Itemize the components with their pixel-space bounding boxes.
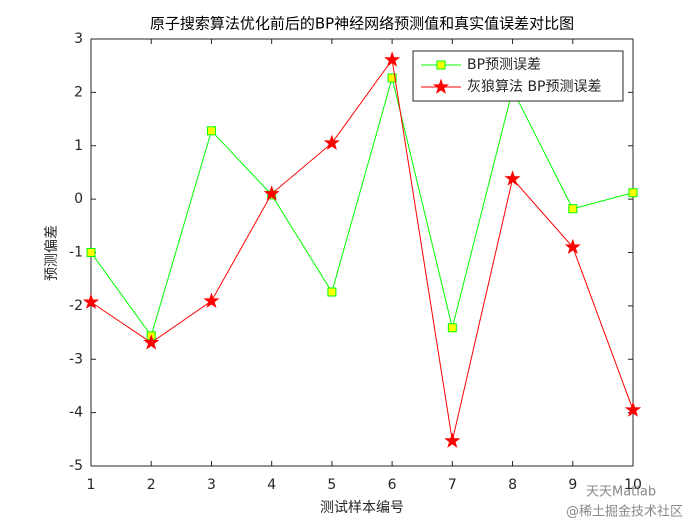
chart-title: 原子搜索算法优化前后的BP神经网络预测值和真实值误差对比图 — [150, 15, 574, 33]
x-tick-label: 1 — [87, 477, 96, 493]
x-tick-label: 5 — [327, 477, 336, 493]
data-point — [444, 432, 461, 448]
data-point — [624, 401, 642, 417]
data-point — [263, 185, 280, 201]
y-tick-label: 1 — [74, 138, 83, 154]
series-line — [90, 58, 634, 442]
data-point — [86, 248, 96, 257]
y-axis-label: 预测偏差 — [44, 225, 60, 281]
data-point — [327, 287, 337, 297]
data-point — [206, 126, 216, 136]
legend-marker — [432, 78, 450, 94]
y-tick-label: -5 — [69, 458, 83, 474]
legend-marker — [436, 60, 446, 70]
x-tick-label: 9 — [568, 477, 577, 493]
data-point — [504, 170, 521, 186]
data-point — [203, 292, 220, 308]
y-tick-label: 2 — [74, 84, 83, 100]
y-tick-label: -1 — [69, 245, 83, 261]
data-point — [564, 238, 581, 255]
y-tick-label: 3 — [74, 31, 83, 47]
data-point — [568, 204, 578, 214]
legend-label: 灰狼算法 BP预测误差 — [467, 79, 602, 95]
data-point — [143, 334, 160, 350]
legend — [412, 50, 624, 102]
data-point — [384, 51, 401, 67]
y-tick-label: -2 — [69, 298, 83, 314]
x-tick-label: 2 — [147, 477, 156, 493]
data-point — [82, 293, 100, 310]
y-tick-label: -3 — [69, 351, 83, 367]
data-point — [387, 73, 397, 83]
x-tick-label: 4 — [267, 477, 276, 493]
data-point — [447, 323, 457, 333]
watermark: @稀土掘金技术社区 — [566, 504, 683, 520]
watermark: 天天Matlab — [586, 485, 656, 500]
data-point — [628, 188, 638, 198]
x-tick-label: 7 — [448, 477, 457, 493]
x-tick-label: 3 — [207, 477, 216, 493]
series-line — [90, 75, 634, 337]
y-tick-label: -4 — [69, 405, 83, 421]
x-axis-label: 测试样本编号 — [320, 500, 404, 516]
plot-area — [90, 38, 634, 467]
legend-label: BP预测误差 — [467, 57, 541, 73]
x-tick-label: 6 — [388, 477, 397, 493]
y-tick-label: 0 — [74, 191, 83, 207]
x-tick-label: 8 — [508, 477, 517, 493]
x-tick-label: 10 — [624, 477, 642, 493]
data-point — [323, 134, 340, 150]
